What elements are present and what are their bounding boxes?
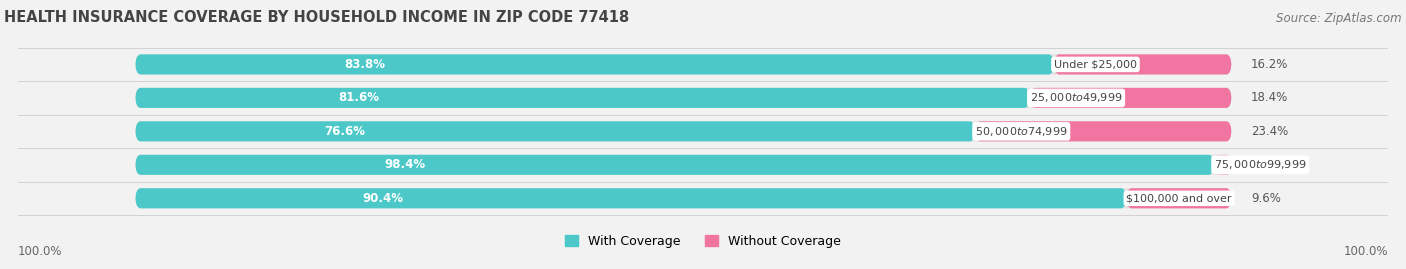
- Text: Source: ZipAtlas.com: Source: ZipAtlas.com: [1277, 12, 1402, 25]
- Text: $75,000 to $99,999: $75,000 to $99,999: [1213, 158, 1306, 171]
- FancyBboxPatch shape: [1029, 88, 1232, 108]
- FancyBboxPatch shape: [974, 121, 1232, 141]
- FancyBboxPatch shape: [135, 188, 1126, 208]
- Text: 23.4%: 23.4%: [1251, 125, 1288, 138]
- Text: 18.4%: 18.4%: [1251, 91, 1288, 104]
- FancyBboxPatch shape: [135, 88, 1029, 108]
- Text: $25,000 to $49,999: $25,000 to $49,999: [1029, 91, 1122, 104]
- FancyBboxPatch shape: [135, 155, 1213, 175]
- Legend: With Coverage, Without Coverage: With Coverage, Without Coverage: [561, 230, 845, 253]
- Text: 98.4%: 98.4%: [384, 158, 426, 171]
- Text: 90.4%: 90.4%: [363, 192, 404, 205]
- FancyBboxPatch shape: [135, 188, 1232, 208]
- Text: 76.6%: 76.6%: [325, 125, 366, 138]
- Text: 100.0%: 100.0%: [18, 245, 62, 258]
- Text: Under $25,000: Under $25,000: [1054, 59, 1137, 69]
- FancyBboxPatch shape: [135, 121, 974, 141]
- FancyBboxPatch shape: [1126, 188, 1232, 208]
- Text: $50,000 to $74,999: $50,000 to $74,999: [974, 125, 1067, 138]
- FancyBboxPatch shape: [135, 88, 1232, 108]
- FancyBboxPatch shape: [135, 54, 1054, 75]
- FancyBboxPatch shape: [135, 54, 1232, 75]
- FancyBboxPatch shape: [1213, 155, 1233, 175]
- Text: 9.6%: 9.6%: [1251, 192, 1281, 205]
- Text: 16.2%: 16.2%: [1251, 58, 1288, 71]
- Text: 100.0%: 100.0%: [1344, 245, 1388, 258]
- Text: 1.7%: 1.7%: [1251, 158, 1281, 171]
- Text: 83.8%: 83.8%: [344, 58, 385, 71]
- FancyBboxPatch shape: [1054, 54, 1232, 75]
- Text: 81.6%: 81.6%: [339, 91, 380, 104]
- Text: HEALTH INSURANCE COVERAGE BY HOUSEHOLD INCOME IN ZIP CODE 77418: HEALTH INSURANCE COVERAGE BY HOUSEHOLD I…: [4, 10, 630, 25]
- Text: $100,000 and over: $100,000 and over: [1126, 193, 1232, 203]
- FancyBboxPatch shape: [135, 121, 1232, 141]
- FancyBboxPatch shape: [135, 155, 1232, 175]
